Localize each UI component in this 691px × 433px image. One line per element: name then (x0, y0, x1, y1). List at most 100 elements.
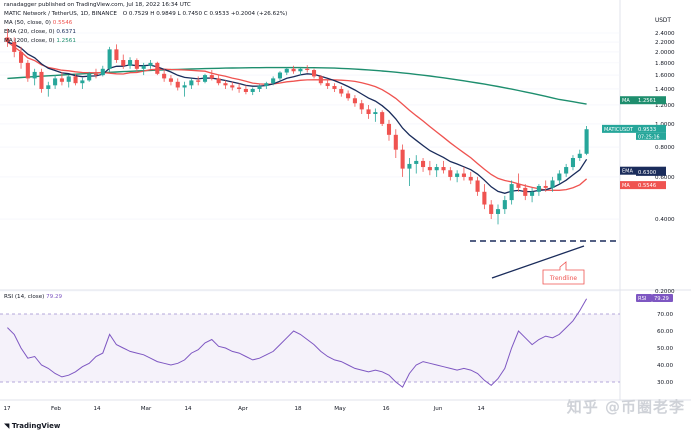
candle (155, 61, 160, 76)
candle (59, 71, 64, 86)
candle-body (359, 103, 364, 110)
price-tick-label: 2.2000 (655, 40, 675, 46)
price-tick-label: 0.8000 (655, 145, 675, 151)
candle-body (209, 75, 214, 79)
rsi-tick-label: 70.00 (657, 312, 673, 318)
candle-body (237, 87, 242, 89)
candle (209, 70, 214, 81)
candle-body (18, 51, 24, 63)
ma50-path (7, 41, 588, 191)
candle-body (271, 78, 276, 84)
candle-body (570, 158, 576, 168)
symbol-header: MATIC Network / TetherUS, 1D, BINANCE O … (4, 11, 287, 18)
candle-body (502, 200, 507, 210)
candle (468, 171, 473, 185)
candle-body (291, 68, 296, 72)
candle-body (455, 173, 460, 177)
rsi-tick-label: 60.00 (657, 329, 673, 335)
ema20-path (7, 41, 588, 194)
candle (271, 76, 276, 86)
price-badge-label-bg (620, 181, 636, 190)
rsi-line (7, 298, 588, 388)
candle (12, 37, 17, 58)
ma200-legend[interactable]: MA (200, close, 0) 1.2561 (4, 38, 76, 44)
price-badges: MA1.2561MATICUSDT0.953307:25:16EMA0.6371… (602, 96, 666, 190)
candle-body (346, 93, 351, 99)
candle-body (448, 170, 453, 177)
candle-body (100, 68, 105, 76)
price-badge-level: 0.6300 (636, 167, 666, 176)
tradingview-logo-text: TradingView (11, 422, 61, 430)
candle (584, 125, 589, 156)
price-badge-label-bg (620, 166, 636, 175)
ma50-legend-label: MA (50, close, 0) (4, 20, 51, 26)
price-tick-label: 0.6000 (655, 175, 675, 181)
ma50-legend[interactable]: MA (50, close, 0) 0.5546 (4, 20, 72, 26)
candle-body (202, 75, 208, 82)
rsi-legend[interactable]: RSI (14, close) 79.29 (4, 294, 62, 300)
candle (148, 60, 153, 69)
candle-body (475, 180, 480, 192)
candle-body (509, 184, 514, 201)
price-axis: 2.4000 2.2000 2.0000 1.8000 1.6000 1.4000 1.20… (655, 31, 675, 295)
candle-body (305, 68, 310, 71)
price-badge-label: MA (622, 98, 630, 104)
candle-body (380, 112, 385, 124)
candle (107, 46, 112, 72)
candle (223, 80, 228, 89)
candle (502, 195, 507, 214)
candle-body (434, 167, 439, 171)
candle-body (461, 173, 466, 177)
price-badge-sub-bg (636, 132, 666, 140)
candle (489, 200, 494, 220)
candle (509, 180, 514, 205)
candle (257, 84, 262, 92)
candle-body (114, 49, 119, 61)
price-badge-value: 0.5546 (638, 183, 656, 189)
candle (441, 160, 446, 174)
candle-body (39, 71, 44, 89)
candle-body (107, 49, 112, 69)
candle (332, 83, 337, 92)
candle (216, 75, 221, 86)
grid (0, 32, 620, 292)
trendline (491, 245, 585, 279)
price-badge-value-bg (636, 124, 666, 133)
candle (530, 187, 535, 203)
candle (495, 204, 501, 225)
time-tick-label: 14 (184, 406, 192, 412)
candle (455, 170, 460, 183)
candle-body (325, 83, 330, 87)
time-tick-label: Jun (433, 406, 443, 412)
candle (284, 67, 289, 76)
rsi-tick-label: 40.00 (657, 363, 673, 369)
candle (237, 83, 242, 93)
candle (543, 180, 548, 192)
candle (305, 65, 310, 73)
candle-body (318, 76, 323, 84)
tradingview-logo[interactable]: ◥ TradingView (4, 422, 60, 430)
candle-body (175, 81, 180, 88)
candle (482, 184, 487, 210)
candle-body (550, 180, 555, 188)
tradingview-logo-icon: ◥ (4, 422, 12, 430)
ohlc-values: O 0.7529 H 0.9849 L 0.7450 C 0.9533 +0.2… (122, 11, 288, 17)
candle (352, 95, 357, 107)
time-tick-label: Mar (141, 406, 152, 412)
time-tick-label: Apr (238, 406, 248, 412)
candle (516, 173, 521, 192)
candle-body (298, 68, 303, 72)
candle-body (495, 209, 501, 214)
candle-body (243, 88, 248, 92)
price-badge-ma200: MA 1.2561 (620, 96, 666, 105)
candle-body (141, 65, 146, 69)
trendline-callout: Trendline (542, 261, 585, 285)
candle (277, 71, 283, 81)
candle-body (121, 60, 126, 66)
candle (5, 28, 10, 47)
candle-body (441, 167, 446, 171)
candle (311, 68, 317, 79)
ema20-legend[interactable]: EMA (20, close, 0) 0.6371 (4, 29, 76, 35)
candle-body (148, 62, 153, 66)
